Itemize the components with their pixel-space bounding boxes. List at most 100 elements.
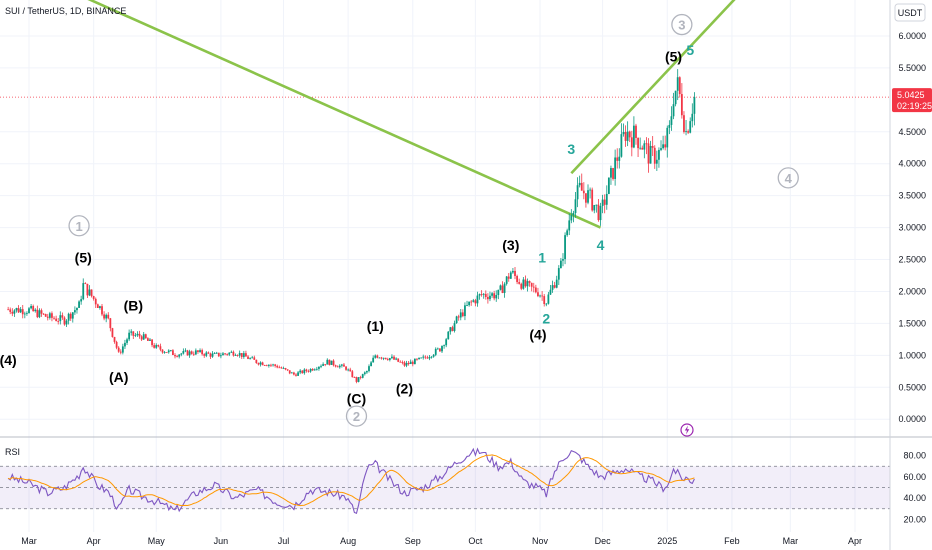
price-tick-label: 2.0000 bbox=[898, 286, 926, 296]
candle-body bbox=[247, 356, 249, 359]
price-axis[interactable]: 6.0000 5.5000 4.5000 4.0000 3.5000 3.0000 2.50… bbox=[898, 31, 926, 424]
candle-body bbox=[693, 97, 696, 114]
candle-body bbox=[426, 357, 429, 359]
currency-button[interactable]: USDT bbox=[894, 3, 926, 22]
candle-body bbox=[138, 333, 141, 337]
candle-body bbox=[59, 315, 62, 322]
candle-body bbox=[474, 300, 477, 304]
candle-body bbox=[207, 352, 210, 354]
wave-circle-label: 3 bbox=[678, 18, 685, 33]
candle-body bbox=[363, 372, 366, 375]
bar-countdown: 02:19:25 bbox=[897, 101, 932, 111]
candle-body bbox=[451, 327, 454, 331]
candle-body bbox=[380, 357, 383, 359]
candle-body bbox=[165, 352, 168, 353]
candle-body bbox=[386, 359, 389, 360]
candle-body bbox=[662, 144, 665, 149]
candle-body bbox=[372, 357, 375, 363]
candle-body bbox=[672, 104, 675, 117]
candle-body bbox=[251, 357, 254, 359]
candle-body bbox=[537, 292, 539, 297]
candle-body bbox=[238, 353, 241, 356]
rsi-line bbox=[7, 447, 695, 515]
candle-body bbox=[53, 317, 55, 319]
candle-body bbox=[38, 310, 41, 318]
candle-body bbox=[15, 308, 18, 311]
wave-circle-label: 2 bbox=[353, 409, 360, 424]
candle-body bbox=[628, 131, 631, 138]
price-tick-label: 3.5000 bbox=[898, 191, 926, 201]
candle-body bbox=[92, 296, 95, 299]
candle-body bbox=[315, 368, 318, 370]
candle-body bbox=[151, 339, 153, 346]
candle-body bbox=[232, 351, 235, 356]
candle-body bbox=[405, 362, 408, 366]
candle-body bbox=[203, 354, 206, 356]
candle-body bbox=[182, 351, 185, 354]
candle-body bbox=[322, 364, 325, 366]
candle-body bbox=[668, 124, 671, 128]
candle-body bbox=[582, 190, 585, 194]
candle-body bbox=[534, 287, 537, 293]
last-price-label: 5.0425 02:19:25 bbox=[892, 88, 932, 113]
candle-body bbox=[687, 131, 690, 133]
trend-channel bbox=[87, 0, 736, 229]
candle-body bbox=[568, 220, 571, 231]
candle-body bbox=[257, 363, 260, 365]
rsi-axis[interactable]: 80.00 60.00 40.00 20.00 bbox=[903, 451, 926, 525]
candle-body bbox=[267, 364, 270, 366]
candle-body bbox=[616, 157, 619, 161]
candle-body bbox=[9, 309, 12, 312]
candle-body bbox=[683, 115, 685, 132]
candle-body bbox=[44, 314, 47, 317]
lightning-icon[interactable] bbox=[680, 423, 694, 437]
candle-body bbox=[78, 301, 80, 308]
candle-body bbox=[192, 353, 195, 355]
candle-body bbox=[324, 364, 327, 365]
candlestick-series bbox=[7, 69, 696, 384]
candle-body bbox=[476, 295, 479, 304]
candle-body bbox=[307, 371, 310, 372]
candle-body bbox=[464, 305, 466, 317]
candle-body bbox=[111, 328, 114, 337]
candle-body bbox=[557, 268, 560, 280]
time-tick-label: Apr bbox=[848, 536, 862, 546]
candle-body bbox=[224, 353, 226, 355]
wave-circle-marker bbox=[671, 13, 693, 36]
candle-body bbox=[553, 285, 556, 288]
candle-body bbox=[413, 358, 416, 365]
candle-body bbox=[299, 370, 302, 373]
candle-body bbox=[674, 90, 677, 105]
candle-body bbox=[265, 365, 268, 367]
candle-body bbox=[409, 361, 412, 365]
wave-main-label: (A) bbox=[109, 369, 128, 385]
wave-minor-label: 1 bbox=[538, 250, 546, 266]
rsi-band bbox=[0, 465, 890, 510]
rsi-tick-label: 20.00 bbox=[903, 514, 926, 524]
candle-body bbox=[660, 148, 662, 150]
candle-body bbox=[69, 313, 72, 319]
candle-body bbox=[205, 352, 208, 356]
candle-body bbox=[436, 348, 439, 350]
candle-body bbox=[382, 357, 385, 359]
candle-body bbox=[495, 294, 498, 299]
candle-body bbox=[401, 362, 404, 363]
candle-body bbox=[543, 296, 546, 304]
candle-body bbox=[443, 345, 445, 347]
candle-body bbox=[545, 303, 548, 305]
candle-body bbox=[178, 354, 181, 357]
wave-circle-marker bbox=[68, 215, 90, 237]
candle-body bbox=[226, 353, 229, 355]
candle-body bbox=[411, 361, 414, 365]
candle-body bbox=[293, 372, 295, 375]
time-tick-label: Mar bbox=[783, 536, 799, 546]
candle-body bbox=[274, 364, 277, 366]
candle-body bbox=[453, 323, 456, 331]
time-axis[interactable]: Mar Apr May Jun Jul Aug Sep Oct Nov Dec 2025 Feb Mar… bbox=[21, 536, 862, 546]
candle-body bbox=[618, 156, 621, 161]
candle-body bbox=[249, 358, 252, 359]
candle-body bbox=[678, 77, 681, 95]
candle-body bbox=[295, 374, 297, 376]
candle-body bbox=[374, 355, 377, 358]
